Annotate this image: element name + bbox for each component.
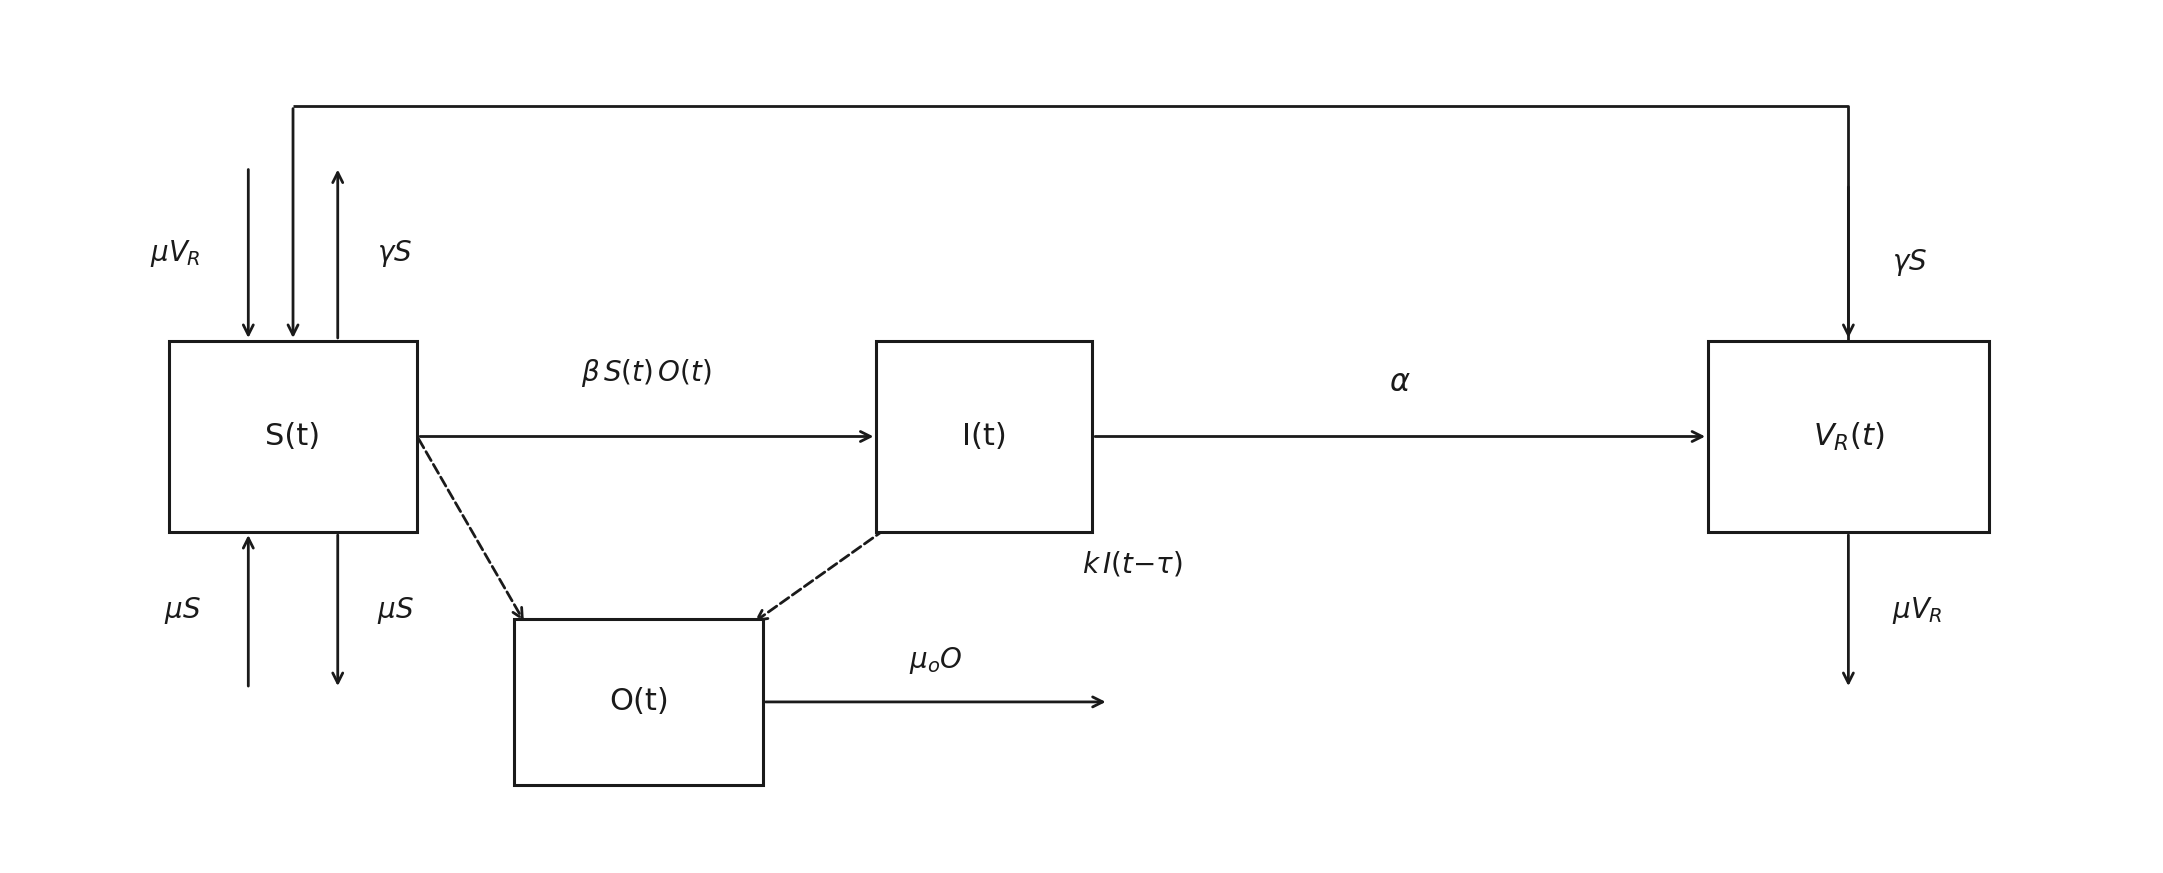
Text: $\gamma S$: $\gamma S$ [1893, 247, 1927, 278]
Bar [515, 619, 764, 785]
Bar [1709, 340, 1988, 533]
Text: $\mu_o O$: $\mu_o O$ [908, 645, 963, 676]
Text: $\alpha$: $\alpha$ [1389, 368, 1410, 397]
Text: S(t): S(t) [266, 422, 320, 451]
Text: $\gamma S$: $\gamma S$ [376, 238, 411, 269]
Bar [169, 340, 417, 533]
Text: $\mu S$: $\mu S$ [164, 595, 201, 626]
Bar [876, 340, 1092, 533]
Text: $\mu S$: $\mu S$ [376, 595, 413, 626]
Text: $\beta\,S(t)\,O(t)$: $\beta\,S(t)\,O(t)$ [582, 357, 712, 388]
Text: $\mu V_R$: $\mu V_R$ [1893, 595, 1942, 626]
Text: $k\,I(t{-}\tau)$: $k\,I(t{-}\tau)$ [1082, 550, 1183, 579]
Text: $V_R(t)$: $V_R(t)$ [1813, 421, 1884, 452]
Text: $\mu V_R$: $\mu V_R$ [149, 238, 201, 269]
Text: O(t): O(t) [608, 687, 668, 717]
Text: I(t): I(t) [963, 422, 1006, 451]
